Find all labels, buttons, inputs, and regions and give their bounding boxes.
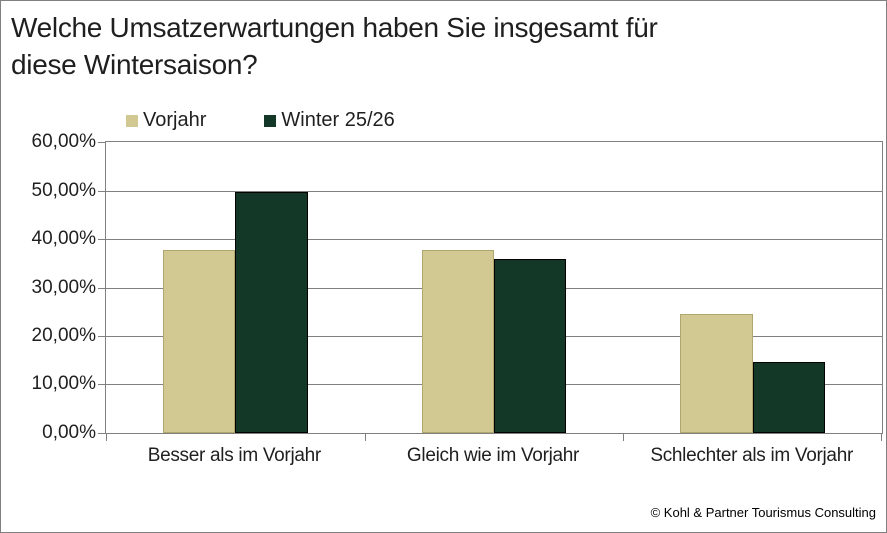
category-label-gleich: Gleich wie im Vorjahr bbox=[406, 445, 580, 466]
y-axis-label: 40,00% bbox=[31, 227, 96, 249]
bar-groups bbox=[106, 142, 882, 433]
y-axis-label: 30,00% bbox=[31, 276, 96, 298]
legend: Vorjahr Winter 25/26 bbox=[126, 109, 395, 132]
y-axis-tick bbox=[98, 238, 106, 240]
bar-group-besser bbox=[106, 142, 365, 433]
y-axis-label: 0,00% bbox=[42, 422, 96, 443]
plot-area: 60,00% 50,00% 40,00% 30,00% 20,00% 10,00… bbox=[32, 131, 883, 443]
y-axis-label: 10,00% bbox=[31, 373, 96, 395]
x-axis-tick bbox=[364, 434, 366, 441]
category-label-besser: Besser als im Vorjahr bbox=[147, 445, 322, 466]
y-axis-tick bbox=[98, 433, 106, 434]
x-axis-tick bbox=[881, 434, 882, 441]
y-axis-label: 20,00% bbox=[31, 325, 96, 346]
legend-item-vorjahr: Vorjahr bbox=[126, 109, 206, 132]
gridline-40pct bbox=[106, 238, 882, 240]
y-axis-tick bbox=[98, 190, 106, 192]
bar-group-schlechter bbox=[623, 142, 882, 433]
y-axis-tick bbox=[98, 142, 106, 143]
legend-swatch-vorjahr bbox=[126, 114, 138, 127]
bar-winter-gleich bbox=[494, 258, 567, 433]
bar-vorjahr-schlechter bbox=[680, 314, 753, 433]
legend-swatch-winter bbox=[264, 114, 277, 127]
bar-winter-besser bbox=[235, 191, 308, 433]
legend-label-vorjahr: Vorjahr bbox=[143, 109, 207, 131]
legend-item-winter: Winter 25/26 bbox=[264, 109, 395, 132]
gridline-50pct bbox=[106, 190, 882, 192]
y-axis-label: 50,00% bbox=[31, 179, 96, 201]
y-axis-tick bbox=[98, 384, 106, 386]
x-axis-tick bbox=[106, 434, 107, 441]
bar-group-gleich bbox=[365, 142, 624, 433]
copyright: © Kohl & Partner Tourismus Consulting bbox=[650, 505, 876, 520]
chart-title: Welche Umsatzerwartungen haben Sie insge… bbox=[11, 12, 658, 80]
bar-winter-schlechter bbox=[752, 362, 826, 433]
legend-label-winter: Winter 25/26 bbox=[281, 109, 395, 131]
y-axis-tick bbox=[98, 287, 106, 289]
x-axis-labels: Besser als im Vorjahr Gleich wie im Vorj… bbox=[105, 445, 881, 467]
bar-vorjahr-besser bbox=[162, 249, 236, 433]
x-axis-tick bbox=[623, 434, 625, 441]
y-axis-label: 60,00% bbox=[31, 131, 96, 152]
category-label-schlechter: Schlechter als im Vorjahr bbox=[650, 445, 853, 466]
bar-vorjahr-gleich bbox=[421, 249, 494, 433]
y-axis-tick bbox=[98, 336, 106, 337]
